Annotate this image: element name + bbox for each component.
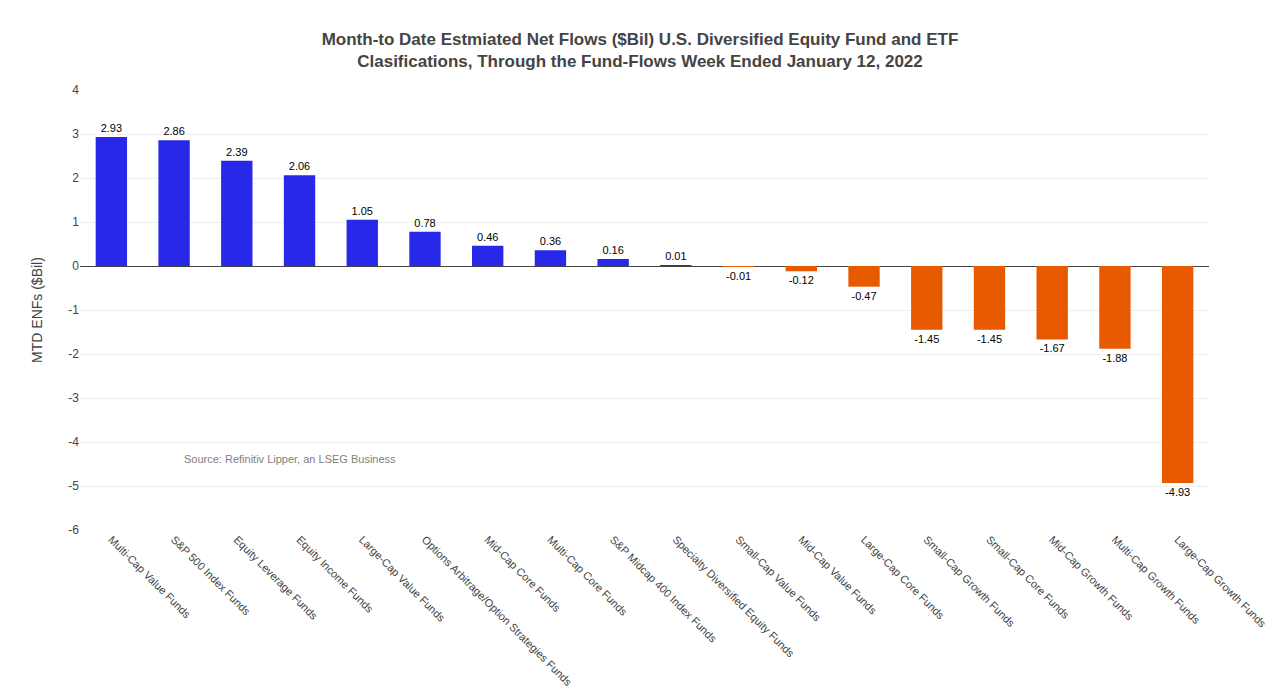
svg-text:Multi-Cap Growth Funds: Multi-Cap Growth Funds xyxy=(1110,533,1203,626)
svg-text:S&P Midcap 400 Index Funds: S&P Midcap 400 Index Funds xyxy=(608,533,720,645)
svg-text:Multi-Cap Value Funds: Multi-Cap Value Funds xyxy=(106,533,193,620)
svg-text:Large-Cap Core Funds: Large-Cap Core Funds xyxy=(859,533,947,621)
svg-text:3: 3 xyxy=(72,127,79,141)
svg-text:Small-Cap Value Funds: Small-Cap Value Funds xyxy=(733,533,823,623)
svg-text:-1.88: -1.88 xyxy=(1102,352,1127,364)
svg-text:2.06: 2.06 xyxy=(289,160,310,172)
svg-text:Source: Refinitiv Lipper, an L: Source: Refinitiv Lipper, an LSEG Busine… xyxy=(184,453,396,465)
svg-text:0.78: 0.78 xyxy=(414,217,435,229)
svg-text:Month-to Date Estmiated Net Fl: Month-to Date Estmiated Net Flows ($Bil)… xyxy=(322,30,959,71)
svg-text:Small-Cap Growth Funds: Small-Cap Growth Funds xyxy=(921,533,1017,629)
svg-text:0.01: 0.01 xyxy=(665,250,686,262)
svg-text:Large-Cap Value Funds: Large-Cap Value Funds xyxy=(357,533,448,624)
svg-text:0.46: 0.46 xyxy=(477,231,498,243)
svg-text:2.39: 2.39 xyxy=(226,146,247,158)
svg-text:Equity Leverage Funds: Equity Leverage Funds xyxy=(232,533,321,622)
svg-text:-3: -3 xyxy=(68,391,79,405)
svg-text:-1.67: -1.67 xyxy=(1040,342,1065,354)
svg-text:-1: -1 xyxy=(68,303,79,317)
svg-text:-5: -5 xyxy=(68,479,79,493)
svg-text:0.16: 0.16 xyxy=(602,244,623,256)
svg-text:-4: -4 xyxy=(68,435,79,449)
svg-text:-0.01: -0.01 xyxy=(726,270,751,282)
svg-text:-0.12: -0.12 xyxy=(789,274,814,286)
svg-text:MTD ENFs ($Bil): MTD ENFs ($Bil) xyxy=(29,257,45,363)
svg-text:4: 4 xyxy=(72,83,79,97)
svg-text:2: 2 xyxy=(72,171,79,185)
svg-text:Large-Cap Growth Funds: Large-Cap Growth Funds xyxy=(1172,533,1269,630)
svg-text:2.93: 2.93 xyxy=(101,122,122,134)
svg-text:0.36: 0.36 xyxy=(540,235,561,247)
svg-text:S&P 500 Index Funds: S&P 500 Index Funds xyxy=(169,533,253,617)
svg-text:Specialty Diversified Equity F: Specialty Diversified Equity Funds xyxy=(671,533,797,659)
svg-text:Equity Income Funds: Equity Income Funds xyxy=(294,533,376,615)
svg-text:Small-Cap Core Funds: Small-Cap Core Funds xyxy=(984,533,1072,621)
svg-text:Mid-Cap Core Funds: Mid-Cap Core Funds xyxy=(482,533,563,614)
svg-text:-2: -2 xyxy=(68,347,79,361)
svg-text:-6: -6 xyxy=(68,523,79,537)
svg-text:Mid-Cap Growth Funds: Mid-Cap Growth Funds xyxy=(1047,533,1136,622)
svg-text:-1.45: -1.45 xyxy=(977,333,1002,345)
svg-text:1.05: 1.05 xyxy=(352,205,373,217)
svg-text:Mid-Cap Value Funds: Mid-Cap Value Funds xyxy=(796,533,879,616)
svg-text:1: 1 xyxy=(72,215,79,229)
svg-text:0: 0 xyxy=(72,259,79,273)
svg-text:Multi-Cap Core Funds: Multi-Cap Core Funds xyxy=(545,533,630,618)
svg-text:-1.45: -1.45 xyxy=(914,333,939,345)
svg-text:Options Arbitrage/Option Strat: Options Arbitrage/Option Strategies Fund… xyxy=(420,533,575,688)
svg-text:-4.93: -4.93 xyxy=(1165,486,1190,498)
svg-text:2.86: 2.86 xyxy=(163,125,184,137)
svg-text:-0.47: -0.47 xyxy=(851,290,876,302)
